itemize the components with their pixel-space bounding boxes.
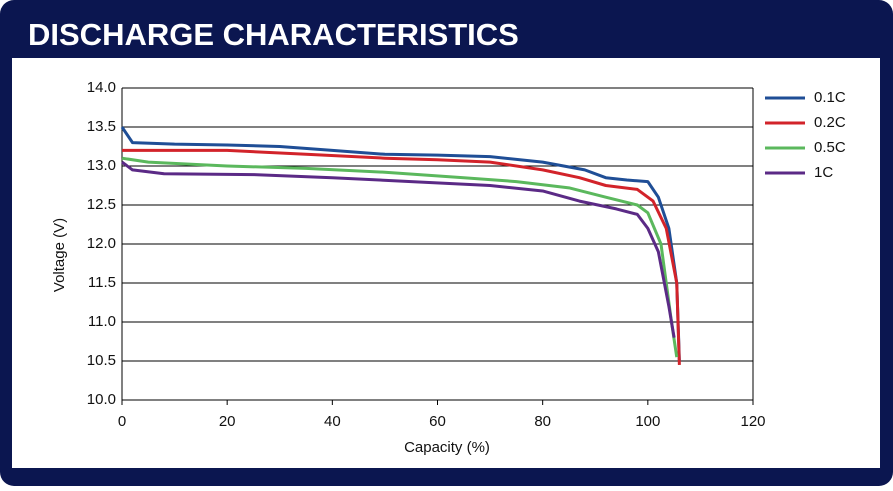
- y-tick-label: 13.5: [87, 118, 116, 135]
- x-tick-label: 120: [740, 413, 765, 430]
- x-tick-label: 60: [429, 413, 446, 430]
- y-tick-label: 12.5: [87, 196, 116, 213]
- x-tick-label: 40: [324, 413, 341, 430]
- y-tick-label: 10.0: [87, 391, 116, 408]
- x-tick-label: 20: [219, 413, 236, 430]
- x-tick-label: 80: [534, 413, 551, 430]
- series-line: [120, 126, 681, 362]
- y-tick-label: 13.0: [87, 157, 116, 174]
- legend-label: 0.5C: [814, 139, 846, 156]
- series-line: [121, 156, 679, 358]
- legend-label: 0.2C: [814, 114, 846, 131]
- y-tick-label: 14.0: [87, 79, 116, 96]
- y-tick-label: 11.5: [88, 274, 116, 291]
- x-axis-label: Capacity (%): [404, 439, 490, 456]
- chart-title: DISCHARGE CHARACTERISTICS: [28, 17, 519, 52]
- series-line: [122, 148, 681, 365]
- legend-label: 1C: [814, 164, 833, 181]
- x-tick-label: 0: [118, 413, 126, 430]
- y-axis-label: Voltage (V): [51, 218, 68, 292]
- y-tick-label: 11.0: [88, 313, 116, 330]
- y-tick-label: 10.5: [87, 352, 116, 369]
- x-tick-label: 100: [635, 413, 660, 430]
- legend-label: 0.1C: [814, 89, 846, 106]
- series-line: [121, 160, 676, 338]
- y-tick-label: 12.0: [87, 235, 116, 252]
- panel: [12, 58, 880, 468]
